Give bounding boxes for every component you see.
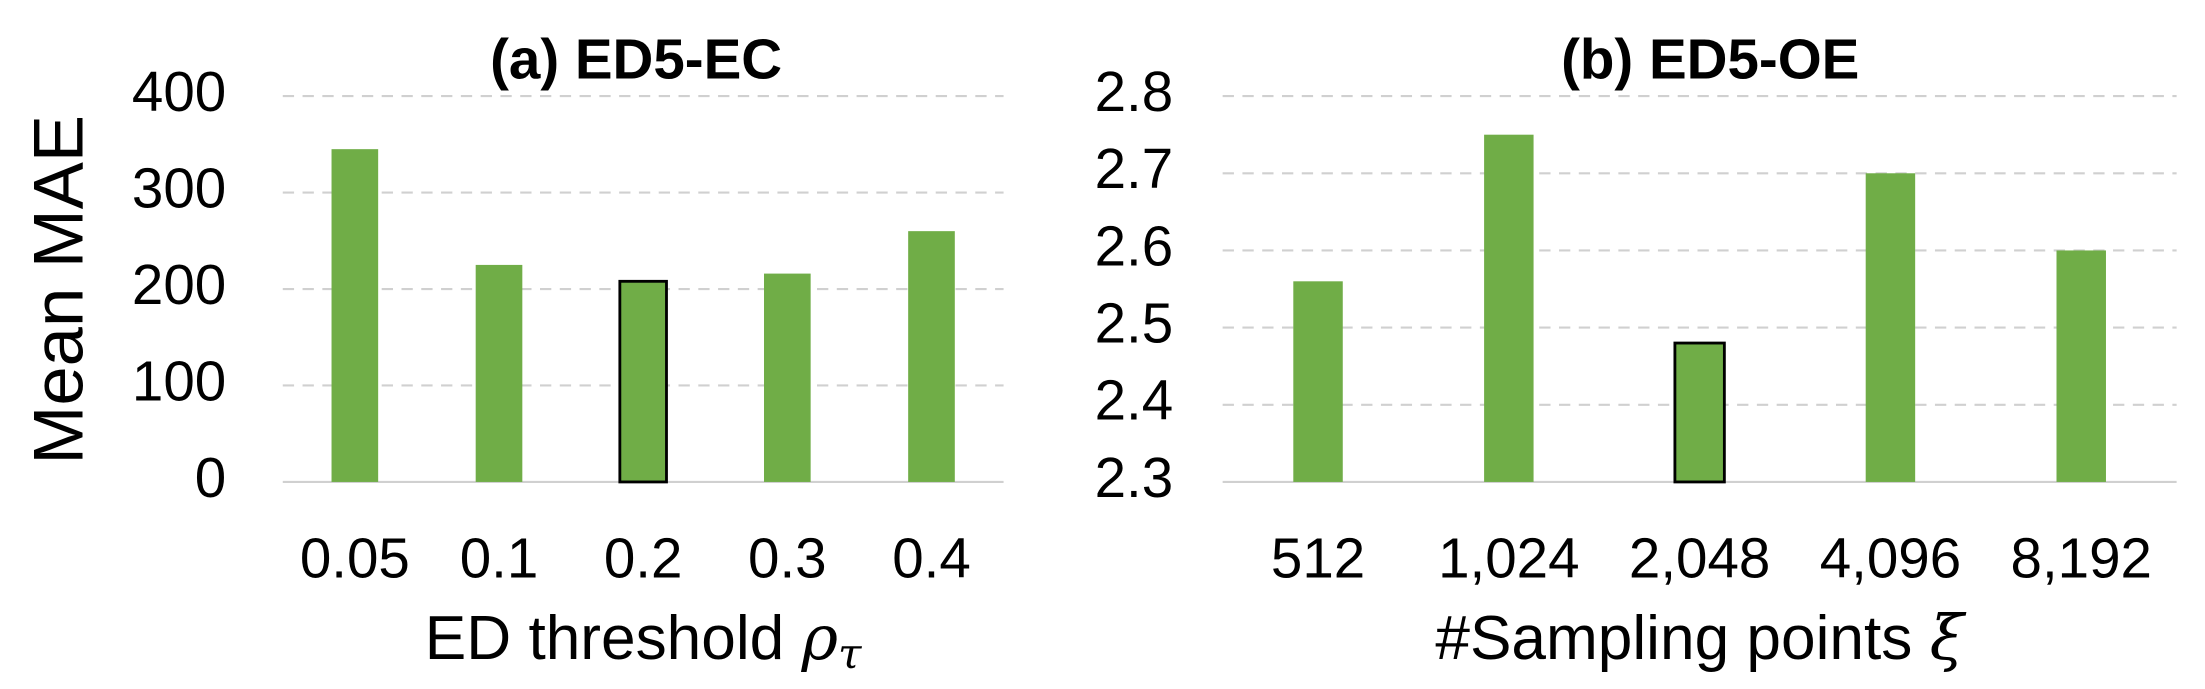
x-axis-label-text: ED threshold <box>425 604 784 673</box>
x-axis-label: ED threshold ρτ <box>425 601 863 678</box>
x-axis-label-symbol: ρ <box>801 601 839 674</box>
y-tick-label: 2.4 <box>1095 369 1174 432</box>
x-tick-label: 0.3 <box>748 526 827 589</box>
y-tick-label: 2.7 <box>1095 137 1174 200</box>
bar <box>764 273 811 482</box>
y-tick-label: 100 <box>132 349 226 412</box>
bar <box>908 231 955 482</box>
x-axis-label-symbol: ξ <box>1930 601 1967 674</box>
bar <box>1484 134 1534 482</box>
bar <box>1293 281 1343 482</box>
x-tick-label: 0.05 <box>300 526 410 589</box>
bar <box>331 149 379 482</box>
bar <box>618 279 668 484</box>
chart-title: (a) ED5-EC <box>490 28 782 91</box>
y-tick-label: 200 <box>132 253 226 316</box>
x-tick-label: 2,048 <box>1629 526 1770 589</box>
bar <box>475 264 523 482</box>
y-tick-label: 2.6 <box>1095 214 1174 277</box>
y-tick-label: 2.8 <box>1095 60 1174 123</box>
x-axis-label: #Sampling points ξ <box>1435 601 1966 674</box>
x-axis-label-subscript: τ <box>838 629 863 678</box>
bar <box>1673 341 1726 484</box>
x-tick-label: 4,096 <box>1820 526 1961 589</box>
x-tick-label: 0.1 <box>460 526 539 589</box>
x-axis-label-text: #Sampling points <box>1435 604 1912 673</box>
x-tick-label: 8,192 <box>2011 526 2152 589</box>
bar <box>2056 250 2106 482</box>
x-tick-label: 0.4 <box>892 526 971 589</box>
bar <box>1865 173 1916 482</box>
x-tick-label: 512 <box>1271 526 1365 589</box>
y-axis-label: Mean MAE <box>18 115 97 464</box>
y-tick-label: 2.3 <box>1095 446 1174 509</box>
x-tick-label: 0.2 <box>604 526 683 589</box>
y-tick-label: 2.5 <box>1095 292 1174 355</box>
x-tick-label: 1,024 <box>1438 526 1579 589</box>
y-tick-label: 400 <box>132 60 226 123</box>
chart-title: (b) ED5-OE <box>1561 28 1859 91</box>
y-tick-label: 0 <box>195 446 226 509</box>
y-tick-label: 300 <box>132 157 226 220</box>
